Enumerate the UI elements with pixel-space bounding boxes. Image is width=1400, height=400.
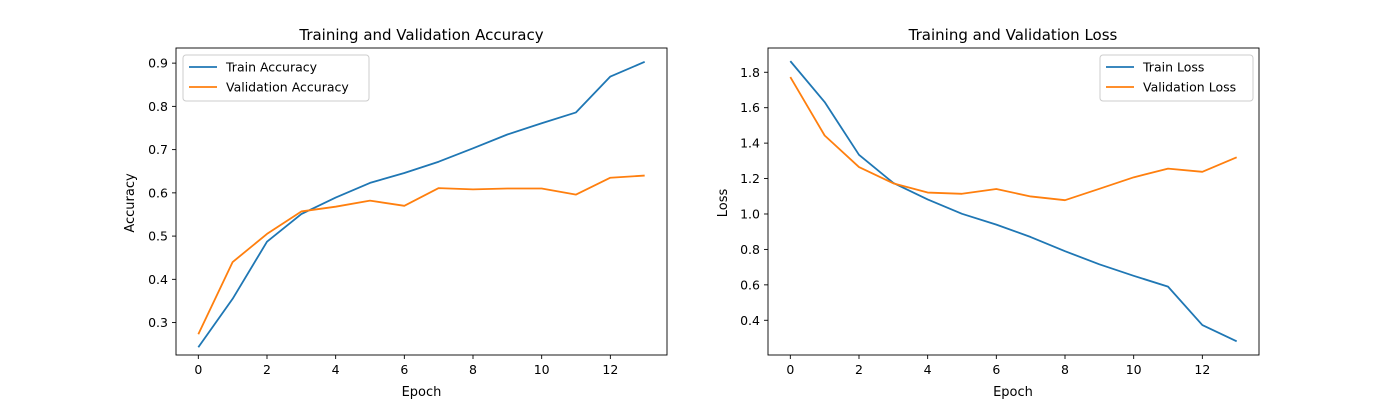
y-tick-label: 0.4: [740, 313, 760, 328]
axes-frame: [175, 47, 668, 356]
x-tick-label: 8: [1061, 362, 1069, 377]
y-tick-label: 1.6: [740, 100, 760, 115]
series-line: [789, 76, 1238, 202]
x-tick-label: 10: [1126, 362, 1142, 377]
x-axis-label: Epoch: [993, 385, 1033, 400]
x-tick-label: 2: [263, 362, 271, 377]
x-tick-label: 4: [924, 362, 932, 377]
x-tick-label: 12: [1194, 362, 1210, 377]
y-tick-label: 0.6: [740, 277, 760, 292]
legend-label: Train Loss: [1142, 60, 1204, 75]
legend-label: Validation Accuracy: [226, 80, 349, 95]
legend-label: Train Accuracy: [225, 60, 318, 75]
y-axis-label: Accuracy: [123, 173, 138, 233]
chart-title: Training and Validation Accuracy: [298, 26, 543, 44]
y-tick-label: 1.0: [740, 206, 760, 221]
y-tick-label: 0.5: [148, 229, 168, 244]
y-axis-label: Loss: [716, 189, 731, 218]
x-tick-label: 6: [400, 362, 408, 377]
x-tick-label: 6: [992, 362, 1000, 377]
series-line: [197, 61, 646, 348]
y-tick-label: 0.7: [148, 142, 168, 157]
y-tick-label: 0.9: [148, 56, 168, 71]
legend-box: [182, 54, 370, 102]
legend-label: Validation Loss: [1143, 80, 1236, 95]
y-tick-label: 1.2: [740, 171, 760, 186]
y-tick-label: 1.4: [740, 136, 760, 151]
y-tick-label: 0.6: [148, 185, 168, 200]
x-axis-label: Epoch: [402, 385, 442, 400]
y-tick-label: 0.3: [148, 315, 168, 330]
axes-frame: [767, 47, 1260, 356]
y-tick-label: 0.8: [148, 99, 168, 114]
series-line: [197, 174, 645, 335]
legend-box: [1099, 54, 1254, 102]
y-tick-label: 0.4: [148, 272, 168, 287]
accuracy-chart: Training and Validation Accuracy Epoch A…: [123, 26, 668, 400]
x-tick-label: 4: [332, 362, 340, 377]
y-tick-label: 0.8: [740, 242, 760, 257]
x-tick-label: 8: [469, 362, 477, 377]
x-tick-label: 0: [194, 362, 202, 377]
x-tick-label: 10: [534, 362, 550, 377]
x-tick-label: 2: [855, 362, 863, 377]
x-tick-label: 12: [602, 362, 618, 377]
x-tick-label: 0: [786, 362, 794, 377]
chart-title: Training and Validation Loss: [908, 26, 1118, 44]
y-tick-label: 1.8: [740, 65, 760, 80]
loss-chart: Training and Validation Loss Epoch Loss …: [716, 26, 1260, 400]
series-line: [789, 60, 1238, 343]
